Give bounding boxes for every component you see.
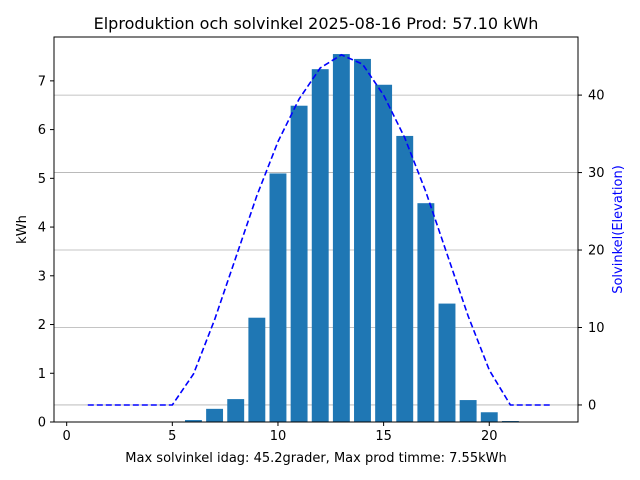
bar: [248, 317, 266, 422]
bar: [417, 203, 435, 422]
bar: [396, 135, 414, 423]
left-axis-ticks: 0 1 2 3 4 5 6 7: [38, 74, 54, 431]
y2-tick-label: 10: [588, 321, 605, 336]
bar: [354, 58, 371, 422]
y2-tick-label: 30: [588, 166, 605, 181]
left-axis-label: kWh: [15, 215, 30, 244]
y-tick-label: 2: [38, 318, 46, 333]
plot-frame: [53, 36, 579, 423]
bar: [290, 105, 308, 423]
x-tick-label: 5: [168, 429, 176, 444]
chart-title: Elproduktion och solvinkel 2025-08-16 Pr…: [94, 14, 539, 33]
bar: [459, 400, 477, 422]
bar: [375, 84, 393, 422]
y-tick-label: 6: [38, 123, 46, 138]
bar: [269, 173, 287, 422]
x-tick-label: 15: [375, 429, 392, 444]
x-tick-label: 0: [63, 429, 71, 444]
bar: [332, 54, 350, 423]
y-tick-label: 0: [38, 416, 46, 431]
bar: [185, 420, 202, 422]
y2-tick-label: 40: [588, 89, 605, 104]
bar: [480, 412, 498, 422]
bar: [227, 399, 245, 422]
x-tick-label: 20: [481, 429, 498, 444]
bar: [206, 408, 224, 422]
x-tick-label: 10: [270, 429, 287, 444]
y-tick-label: 7: [38, 74, 46, 89]
bar: [438, 303, 456, 422]
y-tick-label: 4: [38, 221, 46, 236]
right-axis-ticks: 0 10 20 30 40: [578, 89, 605, 413]
x-axis-label: Max solvinkel idag: 45.2grader, Max prod…: [125, 451, 506, 466]
y-tick-label: 5: [38, 172, 46, 187]
bar: [311, 69, 329, 423]
y2-tick-label: 0: [588, 398, 596, 413]
x-axis-ticks: 0 5 10 15 20: [63, 422, 498, 444]
y2-tick-label: 20: [588, 244, 605, 259]
production-bars: [185, 54, 519, 423]
right-axis-label: Solvinkel(Elevation): [611, 165, 626, 294]
y-tick-label: 1: [38, 367, 46, 382]
elevation-line: [87, 53, 553, 406]
y-tick-label: 3: [38, 269, 46, 284]
